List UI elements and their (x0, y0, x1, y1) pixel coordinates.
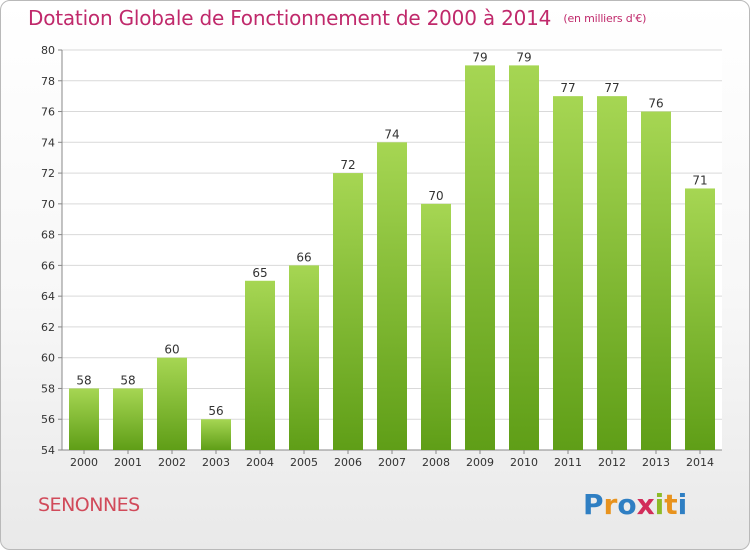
y-tick-label: 78 (41, 75, 55, 88)
bar (597, 96, 627, 451)
y-tick-label: 60 (41, 352, 55, 365)
bar (289, 265, 319, 450)
bar (245, 280, 275, 450)
x-tick-label: 2012 (598, 456, 626, 469)
y-tick-label: 62 (41, 321, 55, 334)
y-tick-label: 70 (41, 198, 55, 211)
bar (113, 388, 143, 450)
y-tick-label: 76 (41, 106, 55, 119)
x-tick-label: 2005 (290, 456, 318, 469)
bar-value-label: 77 (604, 81, 619, 95)
bar-value-label: 58 (120, 373, 135, 387)
x-tick-label: 2004 (246, 456, 274, 469)
bar-value-label: 77 (560, 81, 575, 95)
bar-value-label: 72 (340, 158, 355, 172)
x-tick-label: 2011 (554, 456, 582, 469)
chart-title: Dotation Globale de Fonctionnement de 20… (28, 6, 646, 30)
x-tick-label: 2006 (334, 456, 362, 469)
x-tick-label: 2001 (114, 456, 142, 469)
x-tick-label: 2007 (378, 456, 406, 469)
y-tick-label: 72 (41, 167, 55, 180)
bar-value-label: 60 (164, 343, 179, 357)
bar (509, 65, 539, 450)
bar-value-label: 79 (516, 50, 531, 64)
x-tick-label: 2000 (70, 456, 98, 469)
bar-value-label: 71 (692, 173, 707, 187)
bar (465, 65, 495, 450)
bar (69, 388, 99, 450)
y-tick-label: 58 (41, 382, 55, 395)
y-tick-label: 64 (41, 290, 55, 303)
bar-value-label: 74 (384, 127, 399, 141)
y-tick-label: 74 (41, 136, 55, 149)
x-tick-label: 2013 (642, 456, 670, 469)
bar (421, 203, 451, 450)
bar (553, 96, 583, 451)
chart-unit-note: (en milliers d'€) (563, 12, 647, 25)
x-tick-label: 2009 (466, 456, 494, 469)
y-tick-label: 66 (41, 259, 55, 272)
y-tick-label: 68 (41, 229, 55, 242)
bar-value-label: 56 (208, 404, 223, 418)
proxiti-logo: Proxiti (583, 488, 688, 521)
bar-value-label: 58 (76, 373, 91, 387)
bar-value-label: 76 (648, 97, 663, 111)
bar-value-label: 70 (428, 189, 443, 203)
bar (157, 357, 187, 450)
bar (333, 173, 363, 451)
bar (377, 142, 407, 451)
bar (641, 111, 671, 451)
bar-value-label: 79 (472, 50, 487, 64)
x-tick-label: 2002 (158, 456, 186, 469)
y-tick-label: 54 (41, 444, 55, 457)
bar-value-label: 66 (296, 250, 311, 264)
x-tick-label: 2010 (510, 456, 538, 469)
x-tick-label: 2014 (686, 456, 714, 469)
y-tick-label: 80 (41, 44, 55, 57)
x-tick-label: 2003 (202, 456, 230, 469)
commune-name: SENONNES (38, 494, 140, 516)
bar-value-label: 65 (252, 266, 267, 280)
bar (201, 419, 231, 450)
bar (685, 188, 715, 450)
chart-title-text: Dotation Globale de Fonctionnement de 20… (28, 6, 552, 30)
x-tick-label: 2008 (422, 456, 450, 469)
y-tick-label: 56 (41, 413, 55, 426)
